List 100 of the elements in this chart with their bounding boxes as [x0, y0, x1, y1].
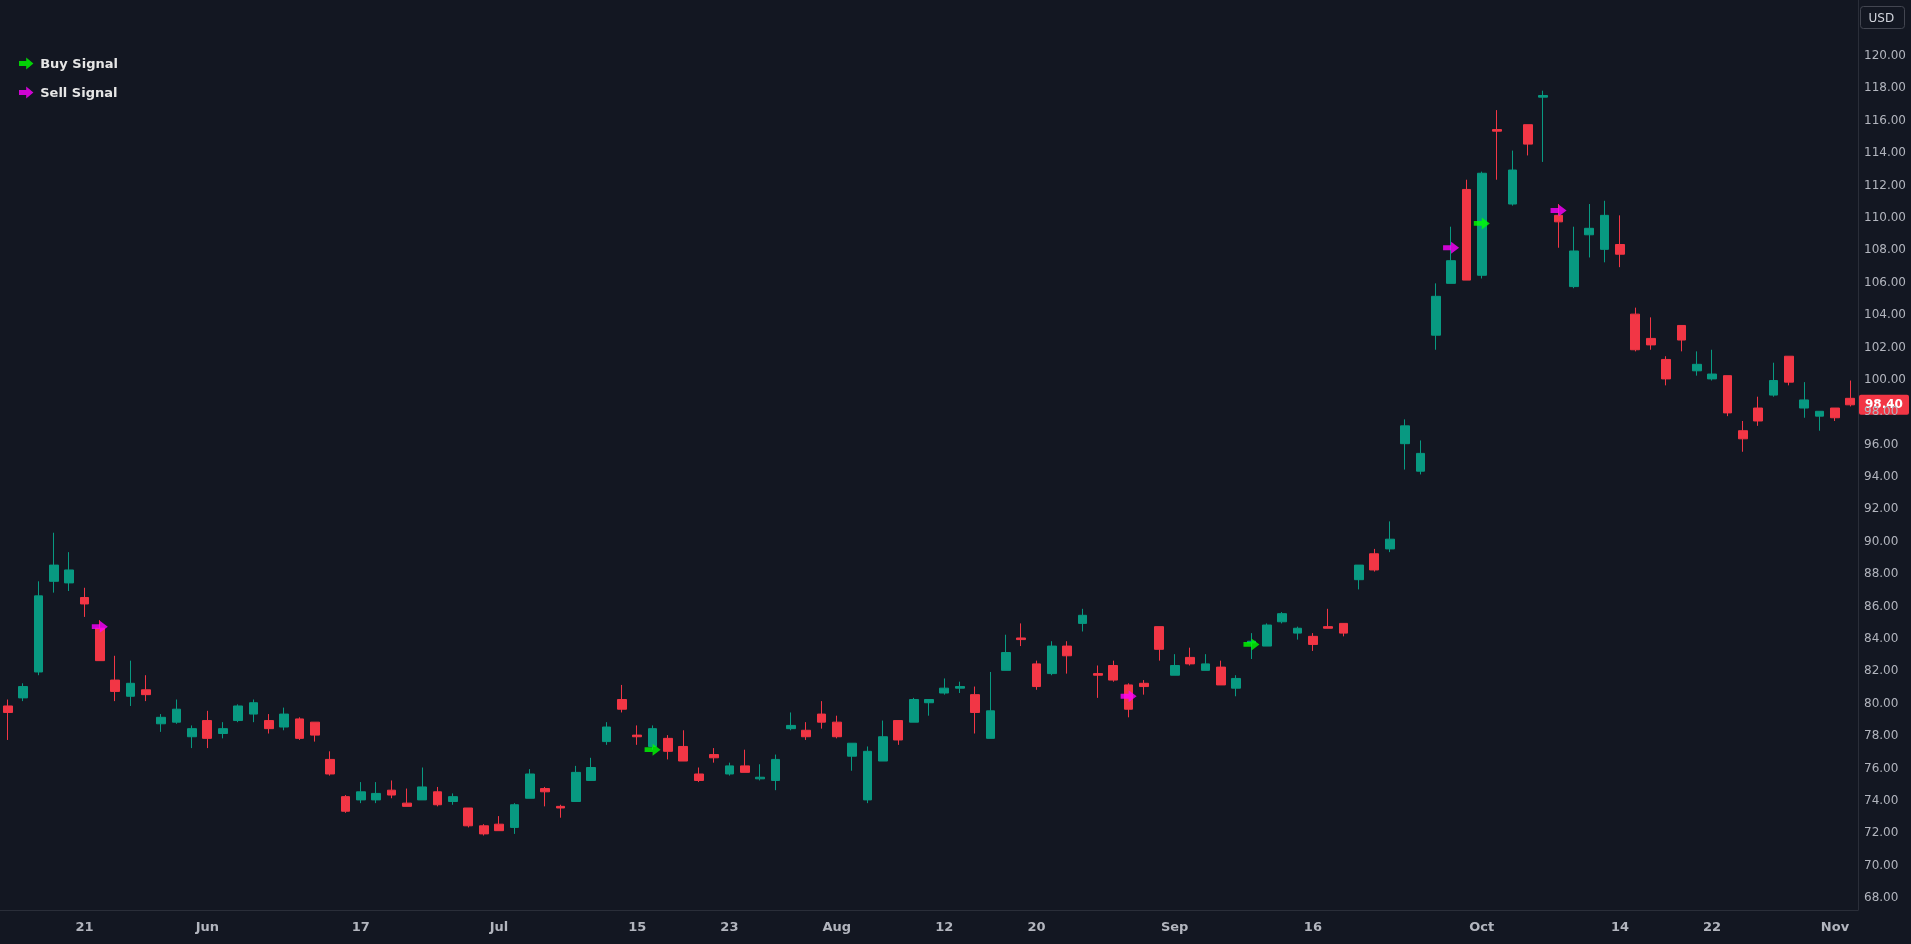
candlestick — [1047, 640, 1057, 676]
y-axis-title: USD — [1868, 10, 1895, 25]
candlestick — [1830, 407, 1840, 422]
y-tick-label: 102.00 — [1864, 339, 1906, 354]
candlestick — [924, 699, 934, 717]
candlestick — [126, 660, 135, 707]
candlestick — [494, 815, 504, 832]
candlestick — [1416, 439, 1425, 475]
point — [1443, 241, 1460, 254]
candlestick — [801, 721, 811, 741]
candlestick — [832, 715, 842, 739]
candlestick — [1078, 608, 1087, 632]
candlestick — [725, 762, 734, 777]
candlestick — [1707, 349, 1717, 382]
y-tick-label: 86.00 — [1864, 598, 1899, 613]
candlestick — [709, 747, 719, 764]
candlestick — [955, 681, 965, 694]
candlestick — [1769, 362, 1778, 398]
candlestick — [694, 767, 704, 783]
candlestick — [295, 716, 304, 741]
candlestick — [571, 765, 581, 803]
y-tick-label: 76.00 — [1864, 760, 1899, 775]
candlestick — [602, 721, 611, 746]
y-tick-label: 104.00 — [1864, 307, 1906, 322]
candlestick — [540, 786, 550, 807]
x-tick-label: Nov — [1820, 919, 1850, 934]
candlestick — [1400, 418, 1410, 471]
candlestick — [1677, 324, 1686, 352]
candlestick — [1201, 653, 1210, 671]
candlestick — [80, 587, 89, 618]
point — [644, 743, 661, 756]
y-tick-label: 90.00 — [1864, 533, 1899, 548]
candlestick — [402, 788, 412, 807]
candlestick — [1032, 660, 1041, 691]
candlestick — [1799, 381, 1809, 419]
point — [1243, 638, 1260, 651]
candlestick — [632, 724, 642, 746]
candlestick — [325, 750, 335, 777]
candlestick — [1554, 203, 1563, 249]
y-tick-label: 74.00 — [1864, 792, 1899, 807]
candlestick — [1738, 420, 1748, 453]
candlestick — [1369, 548, 1379, 573]
candlestick — [1231, 674, 1241, 697]
y-tick-label: 82.00 — [1864, 663, 1899, 678]
candlestick — [1139, 679, 1149, 696]
candlestick — [141, 674, 151, 702]
candlestick — [1001, 634, 1011, 671]
candlestick — [1523, 124, 1533, 156]
x-tick-label: 12 — [935, 919, 954, 934]
candlestick — [1661, 355, 1671, 386]
candlestick — [95, 619, 105, 662]
y-tick-label: 114.00 — [1864, 145, 1906, 160]
candlestick — [1584, 203, 1594, 258]
candlestick — [1508, 150, 1517, 207]
candlestick — [1385, 520, 1395, 553]
candlestick — [1354, 564, 1364, 590]
candlestick — [1600, 200, 1609, 263]
y-tick-label: 84.00 — [1864, 630, 1899, 645]
y-tick-label: 68.00 — [1864, 890, 1899, 905]
candlestick — [218, 721, 228, 739]
point — [1120, 690, 1137, 703]
candlestick — [433, 786, 442, 807]
candlestick — [156, 713, 166, 733]
x-tick-label: 14 — [1610, 919, 1630, 934]
y-tick-label: 106.00 — [1864, 274, 1906, 289]
y-tick-label: 112.00 — [1864, 177, 1906, 192]
candlestick — [310, 721, 320, 743]
candlestick — [893, 720, 903, 746]
x-tick-label: Oct — [1469, 919, 1495, 934]
y-tick-label: 116.00 — [1864, 112, 1906, 127]
y-tick-label: 72.00 — [1864, 825, 1899, 840]
point — [1473, 217, 1490, 230]
candlestick — [1277, 611, 1287, 624]
candlestick — [970, 686, 980, 735]
candlestick — [878, 720, 888, 762]
candlestick — [1016, 622, 1026, 647]
candlestick — [1538, 90, 1548, 163]
candlestick — [1170, 653, 1180, 676]
candlestick — [1262, 622, 1272, 647]
candlestick — [678, 729, 688, 762]
x-tick-label: 17 — [351, 919, 370, 934]
x-tick-label: 16 — [1303, 919, 1322, 934]
candlestick — [1615, 214, 1625, 268]
y-tick-label: 110.00 — [1864, 209, 1906, 224]
candlestick — [939, 677, 949, 696]
y-tick-label: 108.00 — [1864, 242, 1906, 257]
candlestick — [1753, 396, 1763, 427]
candlestick — [1646, 316, 1656, 351]
x-tick-label: Jul — [488, 919, 509, 934]
candlestick — [510, 802, 519, 835]
y-tick-label: 92.00 — [1864, 501, 1899, 516]
candlestick — [479, 823, 489, 837]
candlestick — [1692, 350, 1702, 377]
candlestick — [371, 781, 381, 804]
candlestick — [1154, 626, 1164, 662]
candlestick — [18, 682, 28, 702]
y-tick-label: 118.00 — [1864, 80, 1906, 95]
candlestick — [341, 794, 350, 814]
candlestick — [1093, 665, 1103, 699]
candlestick — [986, 671, 995, 739]
